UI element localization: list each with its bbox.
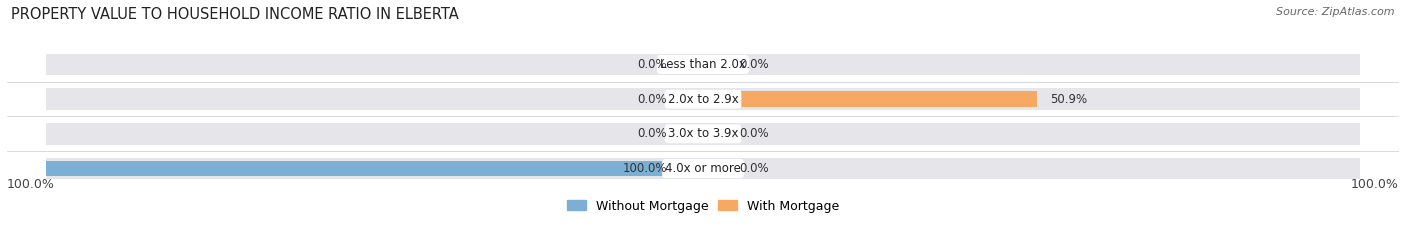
Bar (676, 91, 703, 107)
Bar (46, 123, 703, 145)
Bar (676, 57, 703, 72)
Text: 100.0%: 100.0% (1351, 178, 1399, 191)
Text: 100.0%: 100.0% (623, 162, 666, 175)
Text: 0.0%: 0.0% (740, 127, 769, 140)
Text: Less than 2.0x: Less than 2.0x (659, 58, 747, 71)
Bar (703, 57, 730, 72)
Text: 4.0x or more: 4.0x or more (665, 162, 741, 175)
Text: 0.0%: 0.0% (637, 127, 666, 140)
Bar (46, 161, 703, 176)
Text: 0.0%: 0.0% (637, 58, 666, 71)
Bar (703, 91, 1038, 107)
Legend: Without Mortgage, With Mortgage: Without Mortgage, With Mortgage (562, 195, 844, 218)
Text: 50.9%: 50.9% (1050, 93, 1087, 106)
Text: Source: ZipAtlas.com: Source: ZipAtlas.com (1277, 7, 1395, 17)
Text: PROPERTY VALUE TO HOUSEHOLD INCOME RATIO IN ELBERTA: PROPERTY VALUE TO HOUSEHOLD INCOME RATIO… (11, 7, 458, 22)
Text: 2.0x to 2.9x: 2.0x to 2.9x (668, 93, 738, 106)
Bar (46, 54, 703, 75)
Bar (703, 161, 730, 176)
Bar (703, 54, 1360, 75)
Text: 3.0x to 3.9x: 3.0x to 3.9x (668, 127, 738, 140)
Text: 0.0%: 0.0% (740, 162, 769, 175)
Bar (46, 88, 703, 110)
Bar (703, 158, 1360, 179)
Bar (676, 126, 703, 142)
Text: 100.0%: 100.0% (7, 178, 55, 191)
Text: 0.0%: 0.0% (740, 58, 769, 71)
Bar (46, 158, 703, 179)
Text: 0.0%: 0.0% (637, 93, 666, 106)
Bar (703, 88, 1360, 110)
Bar (703, 126, 730, 142)
Bar (703, 123, 1360, 145)
